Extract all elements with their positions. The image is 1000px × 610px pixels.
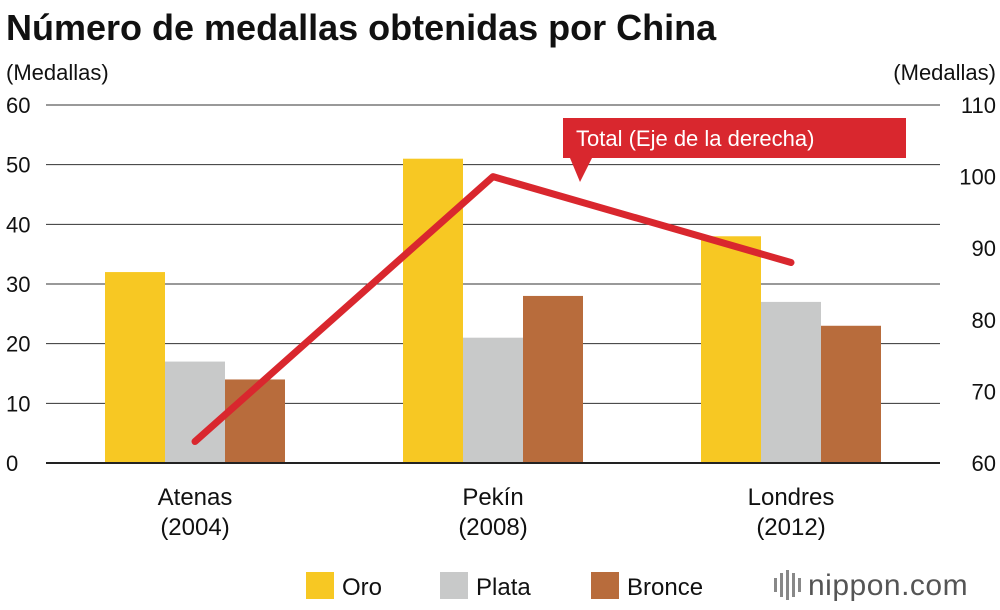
right-tick-label: 110 xyxy=(961,93,996,118)
legend-swatch-bronce xyxy=(591,572,619,599)
legend-label-plata: Plata xyxy=(476,574,531,601)
left-tick-label: 10 xyxy=(6,391,30,416)
bar-oro xyxy=(403,158,463,463)
legend-label-bronce: Bronce xyxy=(627,574,703,601)
chart-title: Número de medallas obtenidas por China xyxy=(6,7,717,48)
legend: Oro Plata Bronce xyxy=(306,572,703,601)
bar-bronce xyxy=(523,295,583,463)
bar-plata xyxy=(463,337,523,463)
callout-text: Total (Eje de la derecha) xyxy=(576,126,814,151)
logo-bars-icon xyxy=(774,570,801,600)
bar-oro xyxy=(105,272,165,463)
callout-box xyxy=(563,118,906,182)
category-label: Atenas xyxy=(158,484,233,511)
legend-swatch-plata xyxy=(440,572,468,599)
right-tick-label: 80 xyxy=(972,308,996,333)
right-axis-unit: (Medallas) xyxy=(893,60,996,85)
right-tick-label: 70 xyxy=(972,379,996,404)
right-tick-label: 100 xyxy=(959,165,996,190)
category-year-label: (2012) xyxy=(756,514,825,541)
left-axis-unit: (Medallas) xyxy=(6,60,109,85)
bar-bronce xyxy=(225,379,285,463)
left-axis-ticks: 0 10 20 30 40 50 60 xyxy=(6,93,30,476)
category-label: Pekín xyxy=(462,484,523,511)
left-tick-label: 20 xyxy=(6,332,30,357)
legend-swatch-oro xyxy=(306,572,334,599)
category-label: Londres xyxy=(748,484,835,511)
bars xyxy=(105,158,881,463)
total-line xyxy=(191,173,795,446)
bar-plata xyxy=(761,301,821,463)
total-line-layer xyxy=(191,173,795,446)
nippon-logo: nippon.com xyxy=(774,569,968,602)
category-year-label: (2004) xyxy=(160,514,229,541)
left-tick-label: 40 xyxy=(6,212,30,237)
right-tick-label: 60 xyxy=(972,451,996,476)
category-year-label: (2008) xyxy=(458,514,527,541)
left-tick-label: 30 xyxy=(6,272,30,297)
right-axis-ticks: 60 70 80 90 100 110 xyxy=(959,93,996,476)
left-tick-label: 60 xyxy=(6,93,30,118)
right-tick-label: 90 xyxy=(972,236,996,261)
category-labels: Atenas (2004) Pekín (2008) Londres (2012) xyxy=(158,484,835,541)
bar-plata xyxy=(165,361,225,463)
bar-bronce xyxy=(821,325,881,463)
left-tick-label: 50 xyxy=(6,153,30,178)
total-callout: Total (Eje de la derecha) xyxy=(563,118,906,182)
logo-text: nippon.com xyxy=(808,569,968,602)
bar-oro xyxy=(701,236,761,463)
legend-label-oro: Oro xyxy=(342,574,382,601)
left-tick-label: 0 xyxy=(6,451,18,476)
